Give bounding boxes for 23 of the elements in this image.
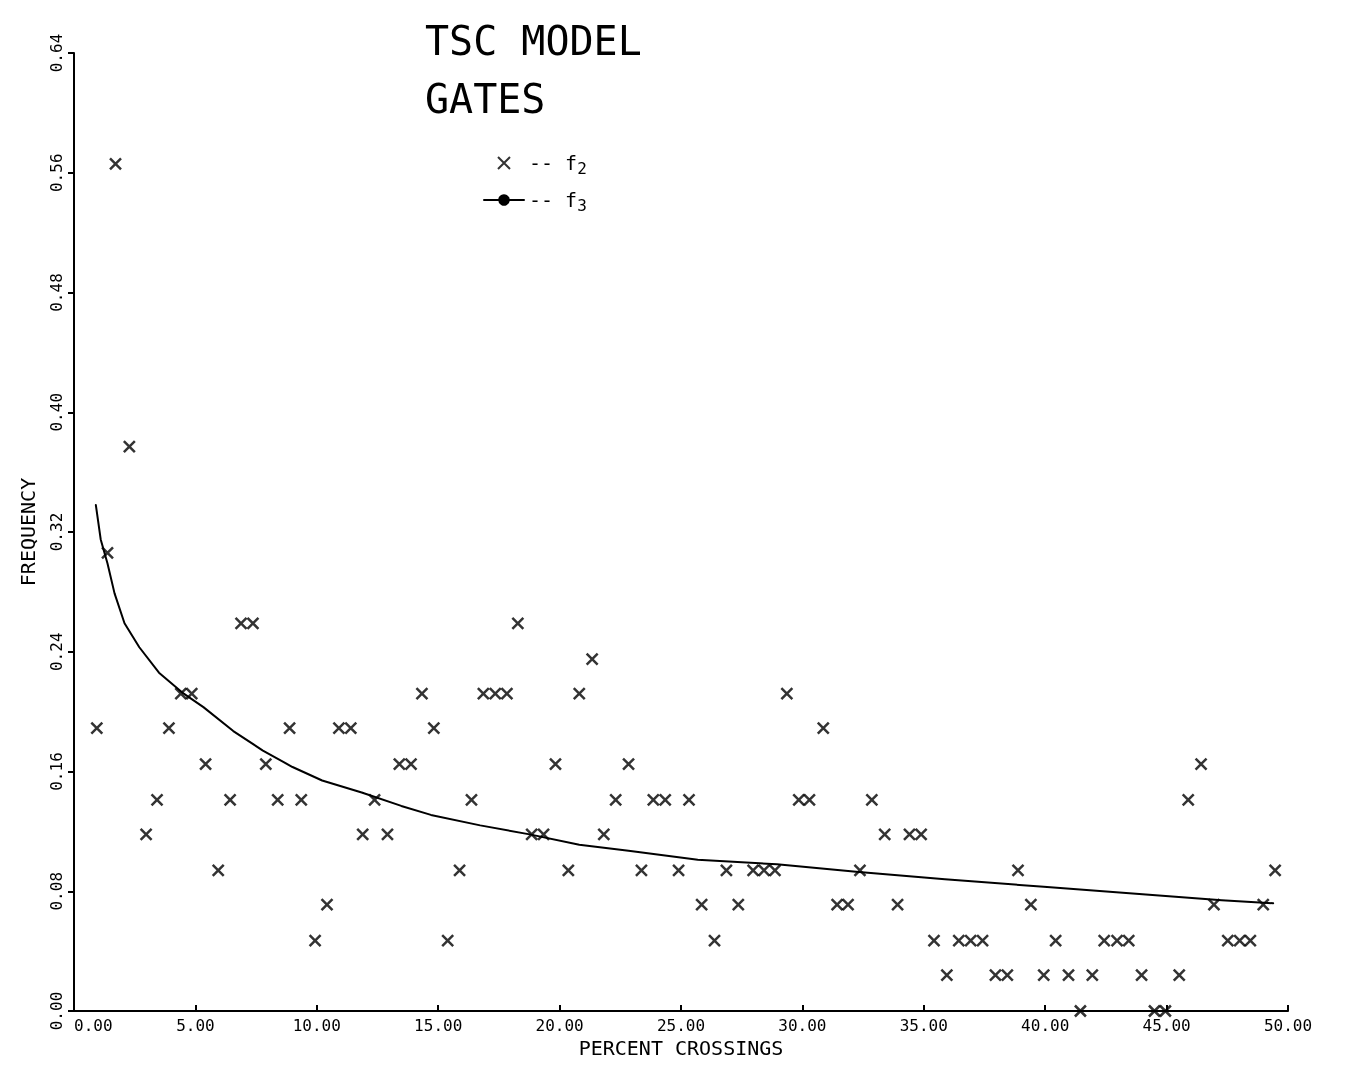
y-tick-label: 0.56 bbox=[46, 153, 66, 193]
y-tick-label: 0.64 bbox=[46, 33, 66, 73]
y-tick-label: 0.32 bbox=[46, 512, 66, 552]
x-tick-label: 15.00 bbox=[414, 1015, 463, 1035]
y-tick-label: 0.08 bbox=[46, 871, 66, 911]
x-tick-label: 10.00 bbox=[292, 1015, 341, 1035]
x-tick-label: 25.00 bbox=[656, 1015, 706, 1035]
x-axis-title: PERCENT CROSSINGS bbox=[578, 1035, 784, 1060]
x-tick-label: 35.00 bbox=[899, 1015, 948, 1035]
y-tick-label: 0.16 bbox=[46, 752, 66, 791]
x-tick-label: 0.00 bbox=[74, 1015, 113, 1035]
y-tick-label: 0.24 bbox=[46, 632, 66, 672]
x-tick-label: 40.00 bbox=[1021, 1015, 1070, 1035]
text: GATES bbox=[425, 76, 546, 122]
x-tick-label: 50.00 bbox=[1263, 1015, 1313, 1035]
y-axis-title: FREQUENCY bbox=[16, 477, 40, 587]
y-tick-label: 0.40 bbox=[46, 392, 66, 432]
x-tick-label: 45.00 bbox=[1142, 1015, 1191, 1035]
chart-title: TSC MODEL bbox=[425, 18, 642, 64]
x-tick-label: 30.00 bbox=[778, 1015, 827, 1035]
x-tick-label: 5.00 bbox=[176, 1015, 215, 1035]
x-tick-label: 20.00 bbox=[535, 1015, 584, 1035]
y-tick-label: 0.48 bbox=[46, 273, 66, 312]
